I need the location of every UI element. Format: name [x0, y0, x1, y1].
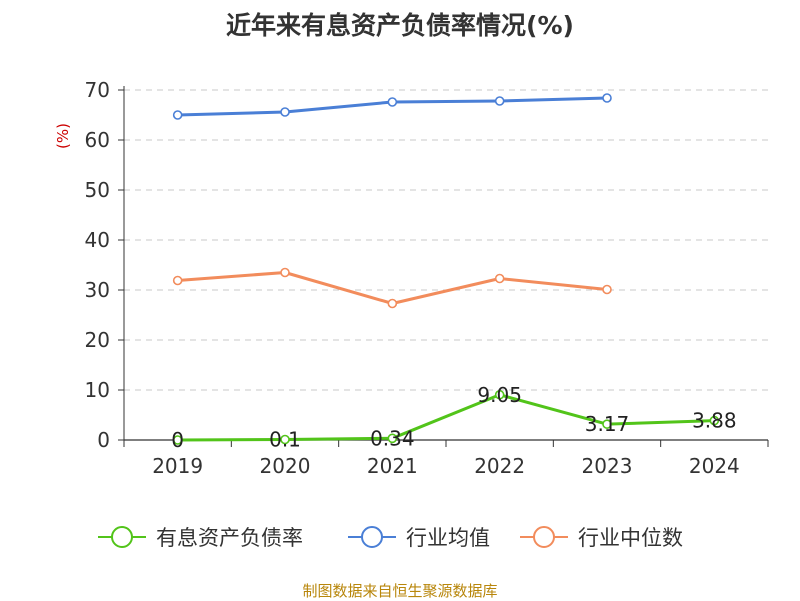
data-point [602, 93, 612, 103]
data-point [280, 107, 290, 117]
data-label: 0.34 [370, 426, 415, 450]
legend-swatch-marker [111, 526, 133, 548]
data-label: 3.88 [692, 409, 737, 433]
data-point [494, 389, 505, 400]
x-tick-label: 2022 [474, 454, 525, 478]
legend-label: 行业中位数 [578, 526, 683, 550]
y-tick-label: 20 [85, 328, 110, 352]
axes: 0 10 20 30 40 50 60 70 2019 2020 2021 2022 2023 2024 [85, 78, 769, 478]
x-tick-label: 2019 [152, 454, 203, 478]
data-point [172, 275, 183, 286]
data-point [387, 433, 398, 444]
data-label: 9.05 [477, 383, 522, 407]
y-tick-label: 60 [85, 128, 110, 152]
legend-label: 有息资产负债率 [156, 526, 303, 550]
data-point [280, 267, 290, 278]
data-point [602, 284, 612, 295]
data-point [602, 419, 612, 429]
data-point [172, 435, 183, 445]
x-tick-label: 2020 [260, 454, 311, 478]
legend-swatch-marker [533, 526, 555, 548]
x-tick-label: 2023 [582, 454, 633, 478]
grid-lines [124, 89, 768, 391]
y-tick-label: 70 [85, 78, 110, 102]
data-point [172, 110, 183, 120]
x-tick-label: 2024 [689, 454, 740, 478]
data-point [709, 415, 720, 426]
data-source-note: 制图数据来自恒生聚源数据库 [302, 582, 498, 600]
data-label: 0 [171, 428, 184, 452]
x-tick-label: 2021 [367, 454, 418, 478]
data-point [387, 298, 398, 309]
series-lines [172, 93, 720, 445]
y-tick-label: 0 [97, 428, 110, 452]
data-point [494, 96, 505, 106]
y-tick-label: 40 [85, 228, 110, 252]
legend-label: 行业均值 [406, 526, 490, 550]
data-label: 3.17 [585, 412, 630, 436]
legend-swatch-marker [361, 526, 383, 548]
legend: 有息资产负债率 行业均值 行业中位数 [98, 526, 683, 550]
chart-title: 近年来有息资产负债率情况(%) [226, 11, 574, 40]
y-tick-label: 10 [85, 378, 110, 402]
y-tick-label: 50 [85, 178, 110, 202]
data-point [280, 434, 290, 445]
data-labels: 0 0.1 0.34 9.05 3.17 3.88 [171, 383, 736, 452]
data-label: 0.1 [269, 428, 301, 452]
y-tick-label: 30 [85, 278, 110, 302]
data-point [387, 97, 398, 107]
data-point [494, 273, 505, 284]
series-line-0 [177, 393, 715, 442]
